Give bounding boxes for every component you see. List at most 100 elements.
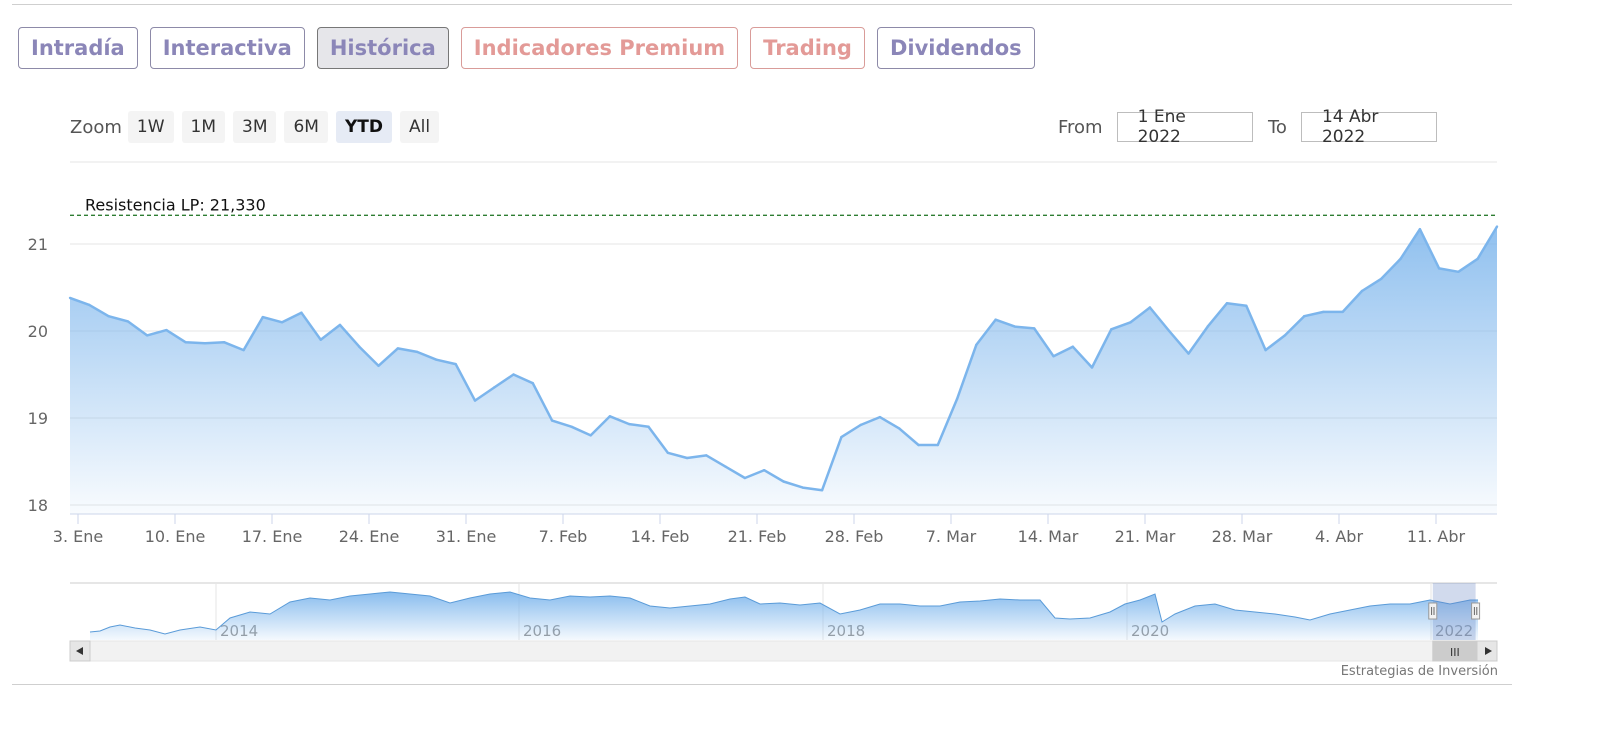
zoom-controls: Zoom 1W 1M 3M 6M YTD All xyxy=(70,111,447,143)
data-point xyxy=(647,425,650,428)
data-point xyxy=(1457,270,1460,273)
data-point xyxy=(1168,329,1171,333)
navigator-selection[interactable] xyxy=(1432,583,1476,640)
data-point xyxy=(1187,352,1190,355)
handle-body xyxy=(1428,602,1438,620)
data-point xyxy=(685,456,689,460)
data-point xyxy=(493,386,496,389)
data-point xyxy=(377,364,380,367)
x-tick-label: 24. Ene xyxy=(339,527,400,546)
data-point xyxy=(107,315,110,318)
navigator-handle-right[interactable] xyxy=(1471,602,1481,620)
data-point xyxy=(338,323,342,327)
data-point xyxy=(454,362,457,366)
tab-interactiva[interactable]: Interactiva xyxy=(149,27,305,69)
navigator-year-label: 2014 xyxy=(220,622,258,640)
data-point xyxy=(261,315,264,319)
from-label: From xyxy=(1058,116,1103,138)
data-point xyxy=(1495,225,1499,228)
zoom-button-1w[interactable]: 1W xyxy=(127,111,174,143)
scrollbar-thumb-grip: III xyxy=(1450,646,1460,659)
data-point xyxy=(801,486,804,489)
data-point xyxy=(145,334,149,337)
data-point xyxy=(88,303,91,307)
data-point xyxy=(1380,277,1383,280)
data-point xyxy=(1225,302,1229,305)
data-point xyxy=(820,489,824,492)
scroll-right-button[interactable] xyxy=(1476,640,1498,662)
data-point xyxy=(1341,310,1344,314)
tab-trading[interactable]: Trading xyxy=(750,27,865,69)
y-tick-label: 21 xyxy=(28,235,48,254)
series-area xyxy=(70,226,1497,514)
navigator-year-label: 2020 xyxy=(1131,622,1169,640)
from-date-input[interactable]: 1 Ene 2022 xyxy=(1116,107,1253,147)
data-point xyxy=(1110,328,1113,331)
x-tick-label: 28. Mar xyxy=(1212,527,1273,546)
x-tick-label: 10. Ene xyxy=(145,527,206,546)
scrollbar-track[interactable] xyxy=(69,640,1498,662)
zoom-button-3m[interactable]: 3M xyxy=(233,111,277,143)
data-point xyxy=(570,425,573,428)
data-point xyxy=(628,422,631,426)
zoom-button-ytd[interactable]: YTD xyxy=(335,111,392,143)
data-point xyxy=(936,443,939,447)
data-point xyxy=(415,350,419,354)
arrow-right-icon xyxy=(1485,647,1492,655)
data-point xyxy=(1033,327,1036,330)
data-point xyxy=(319,338,322,341)
x-tick-label: 28. Feb xyxy=(825,527,884,546)
data-point xyxy=(184,341,187,344)
range-from: From 1 Ene 2022 xyxy=(1058,107,1253,147)
data-point xyxy=(743,476,747,480)
data-point xyxy=(1437,267,1441,270)
data-point xyxy=(126,320,130,323)
x-tick-label: 14. Mar xyxy=(1018,527,1079,546)
data-point xyxy=(68,296,72,300)
data-point xyxy=(1322,310,1325,314)
x-tick-label: 31. Ene xyxy=(436,527,497,546)
zoom-button-6m[interactable]: 6M xyxy=(284,111,328,143)
chart-credit[interactable]: Estrategias de Inversión xyxy=(1340,664,1498,679)
navigator-year-label: 2016 xyxy=(523,622,561,640)
navigator-year-label: 2018 xyxy=(827,622,865,640)
x-tick-label: 7. Mar xyxy=(926,527,977,546)
data-point xyxy=(1399,257,1402,260)
data-point xyxy=(955,397,959,401)
data-point xyxy=(608,415,612,418)
scrollbar-thumb[interactable] xyxy=(1432,640,1478,662)
data-point xyxy=(300,311,303,314)
data-point xyxy=(994,318,997,321)
scroll-left-button[interactable] xyxy=(69,640,91,662)
data-point xyxy=(840,435,843,439)
navigator-year-label: 2022 xyxy=(1435,622,1473,640)
arrow-left-icon xyxy=(76,647,83,655)
data-point xyxy=(512,373,515,376)
tab-dividendos[interactable]: Dividendos xyxy=(876,27,1035,69)
data-point xyxy=(1206,325,1209,328)
zoom-label: Zoom xyxy=(70,116,122,138)
tab-indicadores-premium[interactable]: Indicadores Premium xyxy=(460,27,739,69)
data-point xyxy=(550,419,554,422)
data-point xyxy=(1052,355,1055,358)
data-point xyxy=(1264,348,1267,352)
zoom-button-1m[interactable]: 1M xyxy=(181,111,225,143)
chart-tabs: Intradía Interactiva Histórica Indicadores … xyxy=(18,27,1035,69)
zoom-button-group: 1W 1M 3M 6M YTD All xyxy=(127,111,447,143)
to-date-input[interactable]: 14 Abr 2022 xyxy=(1300,107,1437,147)
data-point xyxy=(1418,228,1422,231)
navigator-handle-left[interactable] xyxy=(1428,602,1438,620)
data-point xyxy=(589,434,592,437)
tab-hist-rica[interactable]: Histórica xyxy=(316,27,449,69)
x-tick-label: 7. Feb xyxy=(539,527,588,546)
y-tick-label: 18 xyxy=(28,496,48,515)
zoom-button-all[interactable]: All xyxy=(400,111,440,143)
x-tick-label: 17. Ene xyxy=(242,527,303,546)
navigator-line xyxy=(89,591,1478,635)
data-point xyxy=(1245,304,1248,307)
to-label: To xyxy=(1268,116,1287,138)
top-divider xyxy=(12,4,1512,5)
tab-intrad-a[interactable]: Intradía xyxy=(18,27,138,69)
x-tick-label: 21. Mar xyxy=(1115,527,1176,546)
data-point xyxy=(975,343,978,347)
